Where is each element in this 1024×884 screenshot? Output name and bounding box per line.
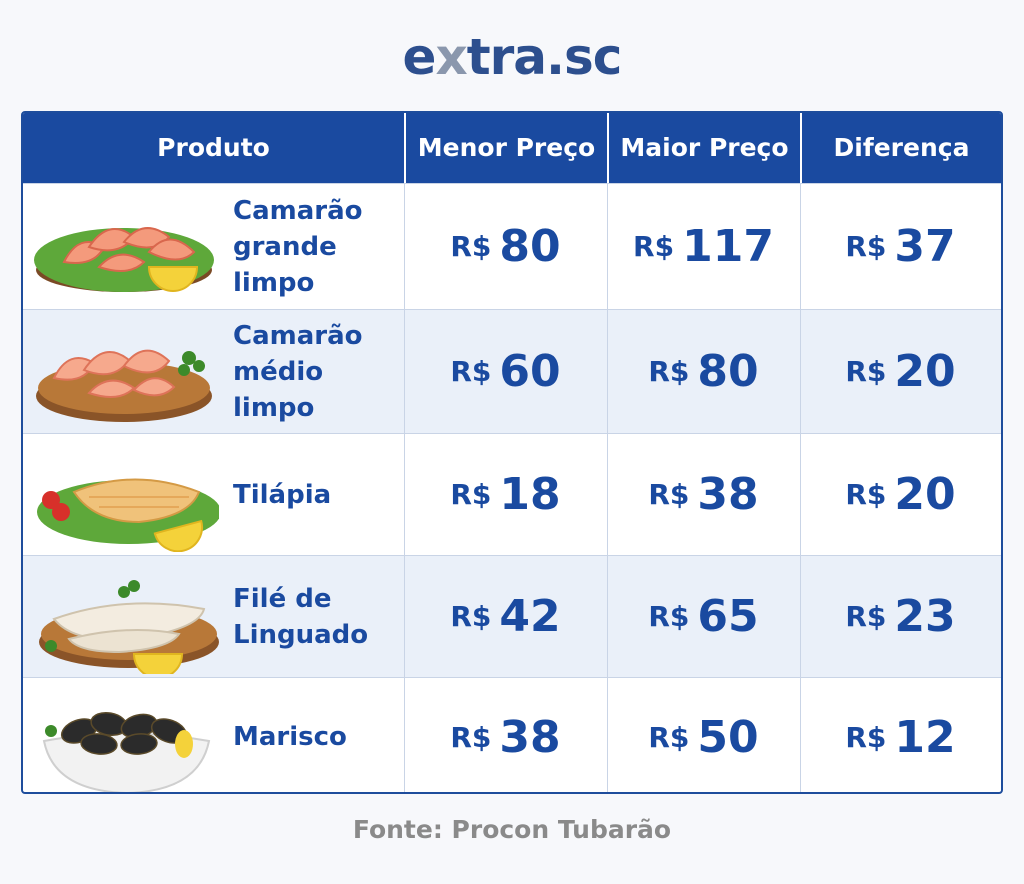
price-difference: R$ 23 [845, 591, 956, 642]
table-header: Produto Menor Preço Maior Preço Diferenç… [23, 113, 1001, 183]
product-name: Tilápia [233, 479, 332, 510]
min-price: R$ 60 [450, 346, 561, 397]
product-name: Filé de Linguado [233, 583, 369, 650]
table-row: Filé de Linguado R$ 42 R$ 65 R$ 23 [23, 555, 1001, 677]
shrimp-board-icon [36, 349, 212, 422]
header-maior-preco: Maior Preço [607, 113, 800, 183]
table-row: Camarão médio limpo R$ 60 R$ 80 R$ 20 [23, 309, 1001, 433]
mussels-bowl-icon [42, 711, 211, 792]
tilapia-fillet-icon [37, 478, 219, 552]
max-price: R$ 117 [633, 221, 774, 272]
column-divider [404, 183, 405, 792]
header-produto: Produto [157, 133, 270, 162]
price-difference: R$ 20 [845, 346, 956, 397]
column-divider [607, 183, 608, 792]
source-caption: Fonte: Procon Tubarão [352, 815, 672, 844]
min-price: R$ 42 [450, 591, 561, 642]
table-row: Tilápia R$ 18 R$ 38 R$ 20 [23, 433, 1001, 555]
min-price: R$ 38 [450, 711, 561, 763]
table-row: Camarão grande limpo R$ 80 R$ 117 R$ 37 [23, 183, 1001, 309]
max-price: R$ 80 [648, 346, 759, 397]
column-divider [800, 183, 801, 792]
min-price: R$ 80 [450, 221, 561, 272]
price-difference: R$ 37 [845, 221, 956, 272]
price-table: Produto Menor Preço Maior Preço Diferenç… [21, 111, 1003, 794]
product-name: Marisco [233, 722, 347, 752]
max-price: R$ 38 [648, 469, 759, 520]
table-row: Marisco R$ 38 R$ 50 R$ 12 [23, 677, 1001, 792]
product-name: Camarão médio limpo [233, 320, 363, 423]
header-menor-preco: Menor Preço [404, 113, 607, 183]
product-name: Camarão grande limpo [233, 195, 363, 298]
min-price: R$ 18 [450, 469, 561, 520]
brand-logo: extra.sc [402, 28, 623, 86]
shrimp-plate-icon [34, 227, 214, 292]
max-price: R$ 50 [648, 711, 759, 763]
header-diferenca: Diferença [800, 113, 1001, 183]
sole-fillet-icon [39, 580, 219, 674]
price-difference: R$ 20 [845, 469, 956, 520]
price-difference: R$ 12 [845, 711, 956, 763]
max-price: R$ 65 [648, 591, 759, 642]
